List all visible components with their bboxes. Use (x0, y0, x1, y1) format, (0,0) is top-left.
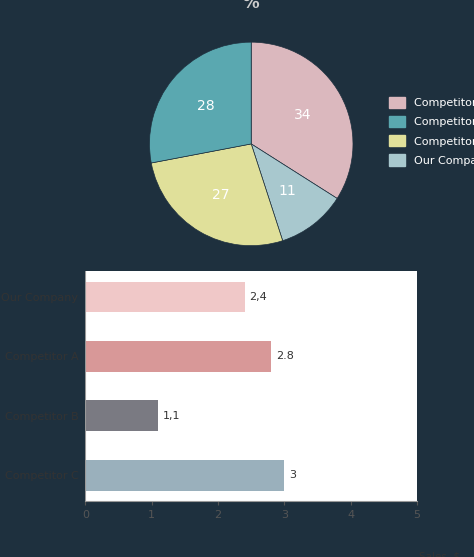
Bar (85, 400, 158, 431)
Text: 3: 3 (289, 470, 296, 480)
Text: 1,1: 1,1 (163, 411, 181, 421)
Wedge shape (149, 42, 251, 163)
Text: 28: 28 (197, 99, 215, 113)
Wedge shape (251, 42, 353, 198)
Text: 2,4: 2,4 (249, 292, 267, 302)
Title: %: % (243, 0, 260, 12)
X-axis label: Sales, $
million: Sales, $ million (419, 552, 460, 557)
Wedge shape (251, 144, 337, 241)
Wedge shape (151, 144, 283, 246)
Text: 2.8: 2.8 (276, 351, 294, 361)
Bar (85, 282, 245, 312)
Text: 27: 27 (212, 188, 230, 202)
Legend: Competitor A, Competitor B, Competitor C, Our Company: Competitor A, Competitor B, Competitor C… (389, 96, 474, 166)
Text: 34: 34 (294, 109, 312, 123)
Bar (85, 460, 284, 491)
Bar (85, 341, 271, 372)
Text: 11: 11 (279, 184, 296, 198)
